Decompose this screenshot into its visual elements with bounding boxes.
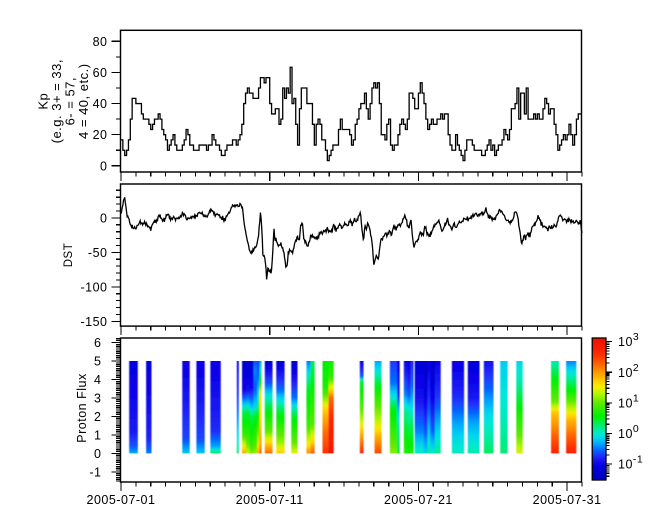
svg-text:6- = 57,: 6- = 57, <box>63 77 78 125</box>
svg-text:2005-07-01: 2005-07-01 <box>87 493 156 507</box>
svg-text:80: 80 <box>93 35 108 49</box>
svg-text:-1: -1 <box>89 465 101 479</box>
svg-text:2: 2 <box>94 410 101 424</box>
svg-text:DST: DST <box>63 243 75 268</box>
svg-text:Proton Flux: Proton Flux <box>75 373 89 443</box>
svg-text:5: 5 <box>94 355 101 369</box>
svg-text:2005-07-11: 2005-07-11 <box>236 493 304 507</box>
svg-text:(e.g. 3+ = 33,: (e.g. 3+ = 33, <box>49 59 64 143</box>
svg-text:20: 20 <box>93 128 108 142</box>
svg-text:3: 3 <box>94 391 101 405</box>
svg-text:-100: -100 <box>80 280 107 294</box>
svg-text:2005-07-21: 2005-07-21 <box>384 493 453 507</box>
svg-text:4: 4 <box>94 373 101 387</box>
svg-text:Kp: Kp <box>36 93 51 110</box>
svg-text:-150: -150 <box>80 315 107 329</box>
svg-text:1: 1 <box>94 428 101 442</box>
svg-text:40: 40 <box>93 97 108 111</box>
svg-text:60: 60 <box>93 66 108 80</box>
svg-text:0: 0 <box>94 447 101 461</box>
svg-text:2005-07-31: 2005-07-31 <box>533 493 602 507</box>
svg-text:-50: -50 <box>88 246 108 260</box>
svg-text:0: 0 <box>100 159 107 173</box>
svg-text:6: 6 <box>94 336 101 350</box>
svg-text:0: 0 <box>100 211 107 225</box>
svg-text:4 = 40, etc.): 4 = 40, etc.) <box>76 63 91 139</box>
